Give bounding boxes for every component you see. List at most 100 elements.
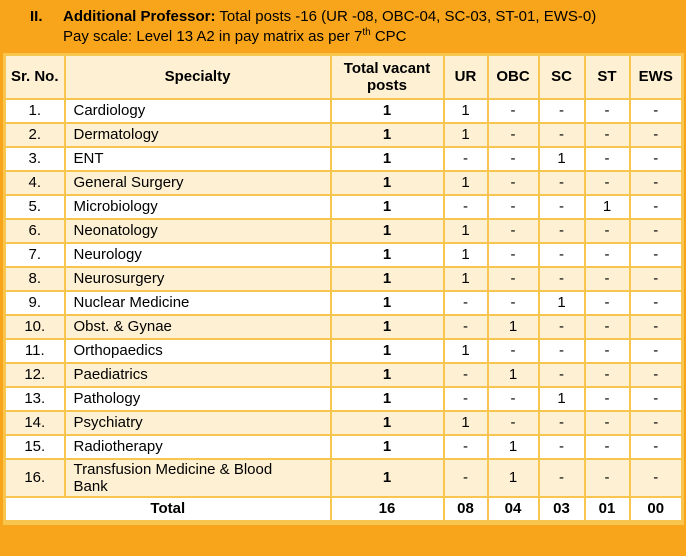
cell-ews: -	[628, 361, 684, 388]
cell-obc: -	[486, 97, 540, 124]
cell-st: -	[583, 217, 631, 244]
cell-obc: -	[486, 169, 540, 196]
cell-total-vacant: 1	[329, 385, 445, 412]
section-heading: Additional Professor:	[63, 8, 216, 25]
cell-sr-no: 13.	[3, 385, 66, 412]
cell-sc: -	[537, 217, 586, 244]
cell-ews: -	[628, 289, 684, 316]
cell-total-vacant: 1	[329, 265, 445, 292]
cell-obc: -	[486, 145, 540, 172]
cell-specialty: Nuclear Medicine	[63, 289, 332, 316]
cell-sr-no: 5.	[3, 193, 66, 220]
table-row: 15. Radiotherapy 1-1- - -	[3, 433, 684, 460]
cell-sr-no: 14.	[3, 409, 66, 436]
cell-st: -	[583, 241, 631, 268]
cell-sc: -	[537, 265, 586, 292]
col-header-obc: OBC	[486, 53, 540, 100]
pay-scale-line: Pay scale: Level 13 A2 in pay matrix as …	[63, 27, 407, 46]
cell-ur: -	[442, 361, 489, 388]
cell-st: -	[583, 433, 631, 460]
cell-ur: 1	[442, 337, 489, 364]
cell-st: -	[583, 121, 631, 148]
cell-ur: 1	[442, 241, 489, 268]
total-ews: 00	[628, 495, 684, 524]
cell-ur: -	[442, 457, 489, 498]
cell-total-vacant: 1	[329, 289, 445, 316]
cell-st: -	[583, 265, 631, 292]
col-header-specialty: Specialty	[63, 53, 332, 100]
cell-total-vacant: 1	[329, 121, 445, 148]
table-row: 13. Pathology 1- -1- -	[3, 385, 684, 412]
col-header-sr-no: Sr. No.	[3, 53, 66, 100]
cell-specialty: Psychiatry	[63, 409, 332, 436]
cell-specialty: Neurosurgery	[63, 265, 332, 292]
total-sc: 03	[537, 495, 586, 524]
cell-sc: -	[537, 121, 586, 148]
cell-obc: 1	[486, 433, 540, 460]
cell-st: -	[583, 385, 631, 412]
total-label: Total	[3, 495, 332, 524]
cell-specialty: Dermatology	[63, 121, 332, 148]
section-title: II. Additional Professor: Total posts -1…	[0, 0, 686, 46]
header-row: Sr. No. Specialty Total vacant posts UR …	[3, 53, 684, 100]
cell-sc: -	[537, 169, 586, 196]
cell-sc: -	[537, 409, 586, 436]
cell-ews: -	[628, 409, 684, 436]
cell-specialty: Transfusion Medicine & Blood Bank	[63, 457, 332, 498]
cell-ur: -	[442, 313, 489, 340]
table-row: 7. Neurology 1 1- - - -	[3, 241, 684, 268]
cell-st: -	[583, 409, 631, 436]
table-row: 1. Cardiology 1 1- - - -	[3, 97, 684, 124]
cell-st: -	[583, 361, 631, 388]
table-row: 11. Orthopaedics 1 1- - - -	[3, 337, 684, 364]
cell-obc: -	[486, 289, 540, 316]
cell-specialty: Radiotherapy	[63, 433, 332, 460]
cell-obc: -	[486, 217, 540, 244]
cell-ews: -	[628, 313, 684, 340]
cell-total-vacant: 1	[329, 169, 445, 196]
cell-st: -	[583, 169, 631, 196]
cell-total-vacant: 1	[329, 241, 445, 268]
cell-specialty: Cardiology	[63, 97, 332, 124]
cell-sc: -	[537, 361, 586, 388]
cell-sc: -	[537, 193, 586, 220]
cell-total-vacant: 1	[329, 361, 445, 388]
col-header-ur: UR	[442, 53, 489, 100]
cell-specialty: Neonatology	[63, 217, 332, 244]
table-row: 4. General Surgery 1 1- - - -	[3, 169, 684, 196]
cell-specialty: Pathology	[63, 385, 332, 412]
cell-sc: -	[537, 97, 586, 124]
cell-ews: -	[628, 337, 684, 364]
cell-sr-no: 3.	[3, 145, 66, 172]
cell-st: -	[583, 457, 631, 498]
cell-ews: -	[628, 145, 684, 172]
cell-obc: -	[486, 241, 540, 268]
cell-sr-no: 11.	[3, 337, 66, 364]
cell-obc: -	[486, 265, 540, 292]
table-row: 2. Dermatology 1 1- - - -	[3, 121, 684, 148]
cell-ur: -	[442, 145, 489, 172]
cell-specialty: Obst. & Gynae	[63, 313, 332, 340]
cell-ews: -	[628, 97, 684, 124]
cell-total-vacant: 1	[329, 409, 445, 436]
cell-sc: -	[537, 313, 586, 340]
cell-sc: -	[537, 457, 586, 498]
cell-specialty: ENT	[63, 145, 332, 172]
cell-ur: 1	[442, 409, 489, 436]
cell-total-vacant: 1	[329, 145, 445, 172]
table-row: 3. ENT 1- -1- -	[3, 145, 684, 172]
cell-st: -	[583, 337, 631, 364]
cell-st: -	[583, 97, 631, 124]
cell-specialty: General Surgery	[63, 169, 332, 196]
ordinal-superscript: th	[362, 27, 371, 38]
cell-sr-no: 12.	[3, 361, 66, 388]
cell-sc: 1	[537, 385, 586, 412]
cell-ews: -	[628, 265, 684, 292]
section-index: II.	[30, 8, 43, 25]
cell-obc: -	[486, 337, 540, 364]
cell-ews: -	[628, 217, 684, 244]
cell-ur: 1	[442, 265, 489, 292]
cell-ur: -	[442, 193, 489, 220]
total-st: 01	[583, 495, 631, 524]
cell-ur: -	[442, 433, 489, 460]
